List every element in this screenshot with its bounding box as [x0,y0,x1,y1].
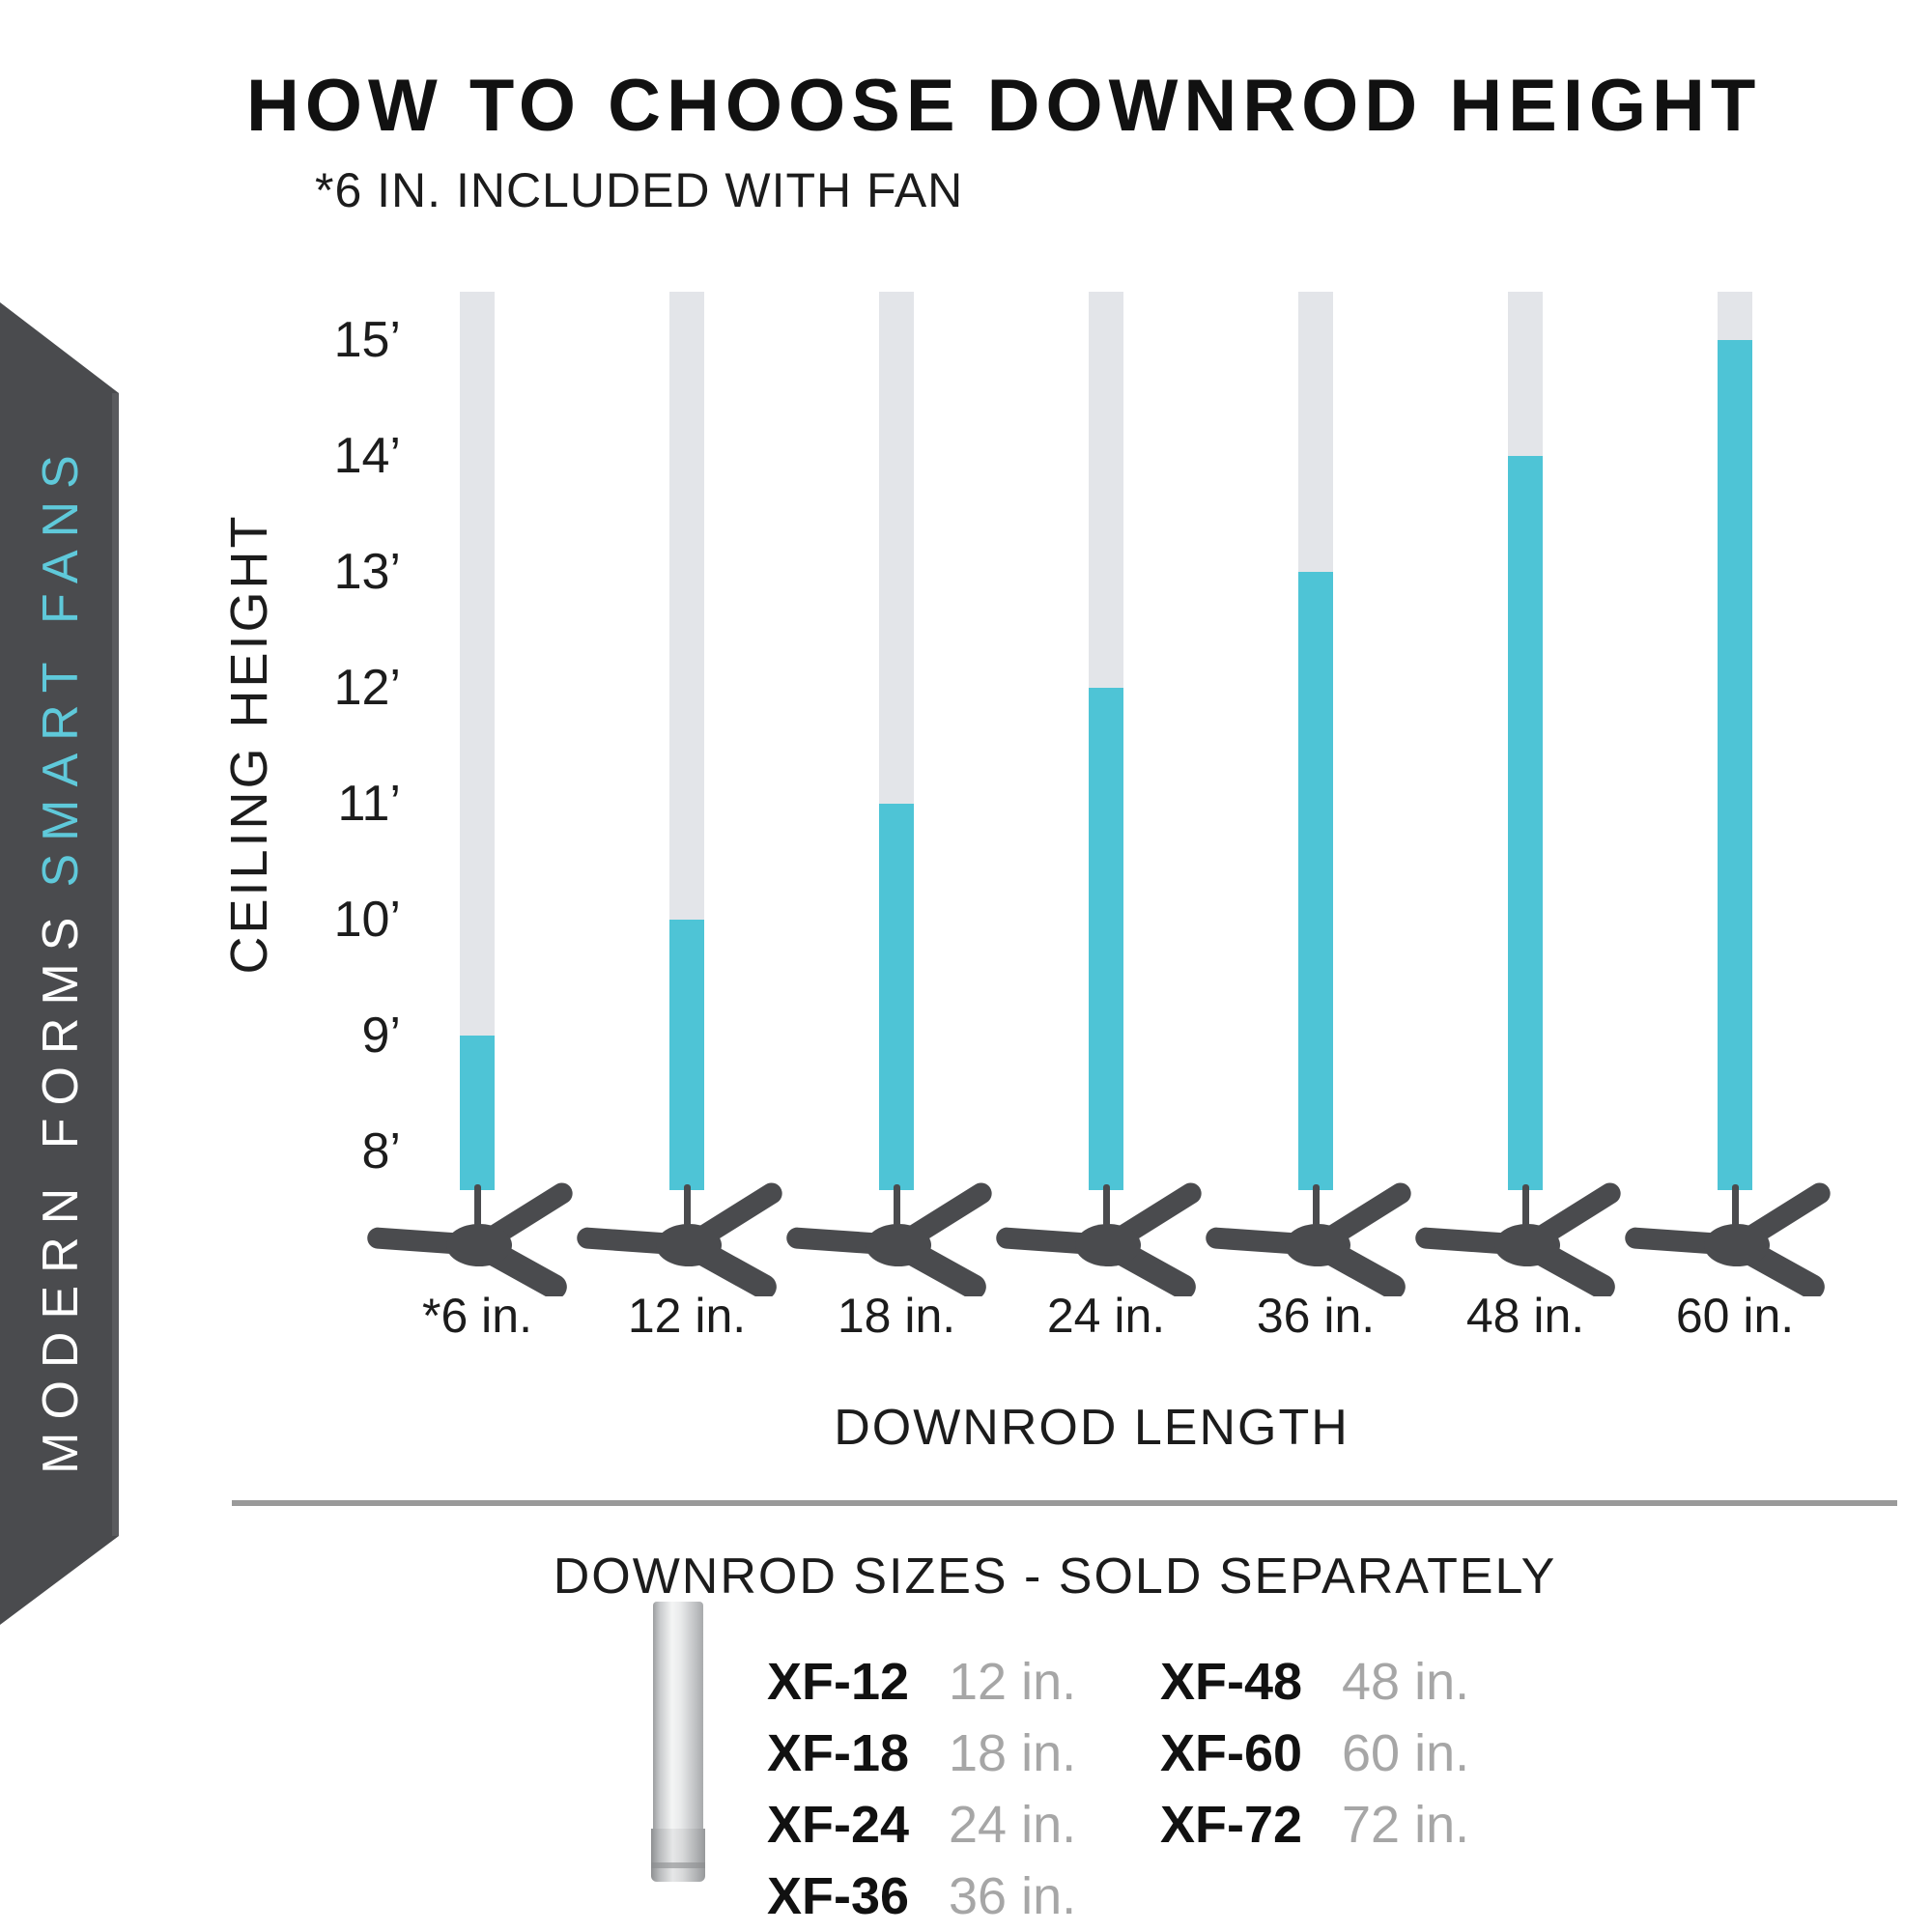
ceiling-fan-icon [577,1182,782,1296]
downrod-model: XF-24 [767,1796,910,1854]
downrod-size: 24 in. [949,1796,1077,1854]
downrod-product-image [653,1602,703,1829]
downrod-bar-fill [879,804,914,1190]
x-category-label: *6 in. [422,1289,532,1343]
downrod-table-row: XF-18 18 in. [767,1718,1076,1789]
downrod-model: XF-48 [1160,1653,1303,1711]
y-tick-label: 14’ [333,428,401,484]
x-category-label: 36 in. [1256,1289,1376,1343]
downrod-coupler-groove [651,1862,705,1868]
x-category-label: 18 in. [837,1289,956,1343]
section-divider [232,1500,1897,1506]
downrod-model: XF-60 [1160,1724,1303,1782]
downrod-size: 48 in. [1342,1653,1470,1711]
page-title: HOW TO CHOOSE DOWNROD HEIGHT [246,65,1762,147]
downrod-table-row: XF-60 60 in. [1160,1718,1469,1789]
downrod-model: XF-36 [767,1867,910,1925]
downrod-table-row: XF-24 24 in. [767,1789,1076,1861]
page-subtitle: *6 IN. INCLUDED WITH FAN [315,163,964,217]
downrod-table-row: XF-48 48 in. [1160,1646,1469,1718]
y-tick-label: 13’ [333,544,401,600]
x-category-label: 12 in. [627,1289,747,1343]
downrod-size: 12 in. [949,1653,1077,1711]
x-category-label: 60 in. [1675,1289,1795,1343]
ceiling-fan-icon [1415,1182,1621,1296]
ribbon-fold-highlight [112,393,119,1536]
downrod-column-0: XF-12 12 in. XF-18 18 in. XF-24 24 in. XF-36 36… [767,1646,1076,1932]
downrod-bar-track [669,292,704,1190]
downrod-table-row: XF-36 36 in. [767,1861,1076,1932]
downrod-bar-fill [1298,572,1333,1190]
ceiling-fan-icon [996,1182,1202,1296]
downrod-size: 18 in. [949,1724,1077,1782]
downrod-bar-fill [1089,688,1123,1190]
downrod-bar-track [1718,292,1752,1190]
downrod-table-row: XF-72 72 in. [1160,1789,1469,1861]
downrod-bar-track [1298,292,1333,1190]
y-tick-label: 11’ [337,776,401,832]
downrod-model: XF-12 [767,1653,910,1711]
x-category-label: 24 in. [1046,1289,1166,1343]
downrod-bar-track [1508,292,1543,1190]
downrod-table-row: XF-12 12 in. [767,1646,1076,1718]
downrod-bar-fill [1718,340,1752,1190]
downrod-size: 36 in. [949,1867,1077,1925]
x-category-label: 48 in. [1465,1289,1585,1343]
y-tick-label: 9’ [361,1008,401,1064]
chart: CEILING HEIGHT DOWNROD LENGTH 15’ 14’ 13’ 1… [220,292,1831,1456]
downrod-bar-fill [1508,456,1543,1190]
downrod-bar-track [1089,292,1123,1190]
x-axis-title: DOWNROD LENGTH [834,1400,1350,1456]
y-tick-label: 15’ [333,312,401,368]
ceiling-fan-icon [1625,1182,1831,1296]
downrod-bar-fill [460,1036,495,1190]
downrod-size: 72 in. [1342,1796,1470,1854]
downrod-column-1: XF-48 48 in. XF-60 60 in. XF-72 72 in. [1160,1646,1469,1861]
ceiling-fan-icon [1206,1182,1411,1296]
ceiling-fan-icon [367,1182,573,1296]
brand-ribbon [0,302,119,1625]
downrod-coupler [651,1829,705,1882]
downrod-bar-track [879,292,914,1190]
downrod-table-heading: DOWNROD SIZES - SOLD SEPARATELY [553,1548,1557,1605]
downrod-model: XF-72 [1160,1796,1303,1854]
downrod-size: 60 in. [1342,1724,1470,1782]
y-tick-label: 10’ [333,892,401,948]
y-tick-label: 8’ [361,1123,401,1179]
downrod-model: XF-18 [767,1724,910,1782]
ceiling-fan-icon [786,1182,992,1296]
y-tick-label: 12’ [333,660,401,716]
downrod-bar-track [460,292,495,1190]
downrod-bar-fill [669,920,704,1190]
